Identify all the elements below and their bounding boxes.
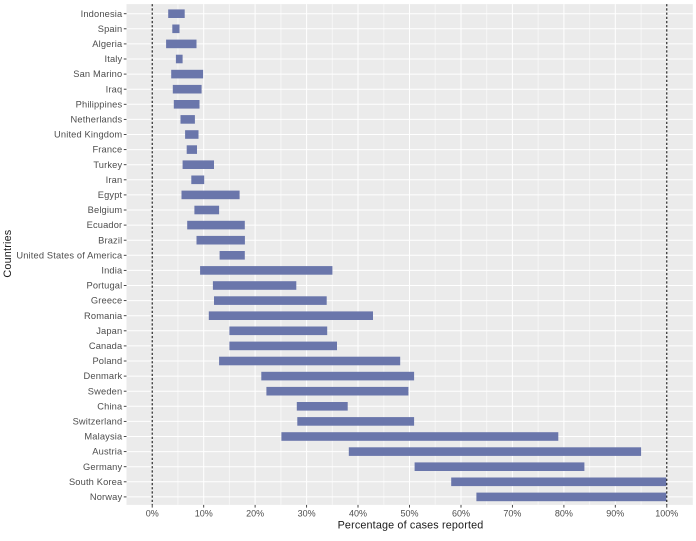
svg-text:Poland: Poland	[92, 356, 122, 366]
svg-text:Indonesia: Indonesia	[81, 9, 123, 19]
svg-text:Egypt: Egypt	[98, 190, 123, 200]
svg-text:40%: 40%	[349, 508, 367, 518]
svg-text:Ecuador: Ecuador	[87, 220, 123, 230]
svg-text:Austria: Austria	[92, 447, 123, 457]
svg-text:Switzerland: Switzerland	[73, 417, 123, 427]
svg-text:Sweden: Sweden	[88, 386, 123, 396]
svg-text:Algeria: Algeria	[92, 39, 123, 49]
svg-text:Portugal: Portugal	[86, 281, 122, 291]
svg-text:Iran: Iran	[106, 175, 123, 185]
svg-text:10%: 10%	[195, 508, 213, 518]
svg-text:0%: 0%	[146, 508, 159, 518]
svg-text:Brazil: Brazil	[98, 235, 122, 245]
svg-text:Belgium: Belgium	[88, 205, 123, 215]
svg-text:Malaysia: Malaysia	[84, 432, 123, 442]
svg-text:Canada: Canada	[89, 341, 123, 351]
svg-text:India: India	[101, 266, 123, 276]
svg-text:Greece: Greece	[91, 296, 122, 306]
svg-text:Spain: Spain	[98, 24, 123, 34]
svg-text:San Marino: San Marino	[73, 69, 122, 79]
svg-text:South Korea: South Korea	[69, 477, 123, 487]
svg-text:Japan: Japan	[96, 326, 122, 336]
svg-text:France: France	[92, 145, 122, 155]
svg-text:Philippines: Philippines	[76, 99, 123, 109]
svg-text:Netherlands: Netherlands	[71, 115, 123, 125]
svg-text:80%: 80%	[555, 508, 573, 518]
svg-text:50%: 50%	[400, 508, 418, 518]
svg-text:Italy: Italy	[104, 54, 122, 64]
svg-text:Romania: Romania	[84, 311, 123, 321]
svg-text:70%: 70%	[503, 508, 521, 518]
svg-text:60%: 60%	[452, 508, 470, 518]
svg-text:Countries: Countries	[2, 229, 14, 277]
svg-text:Turkey: Turkey	[93, 160, 122, 170]
svg-text:90%: 90%	[606, 508, 624, 518]
svg-text:United Kingdom: United Kingdom	[54, 130, 122, 140]
svg-text:Norway: Norway	[90, 492, 123, 502]
svg-text:100%: 100%	[655, 508, 678, 518]
svg-text:Percentage of cases reported: Percentage of cases reported	[338, 520, 484, 532]
svg-text:China: China	[97, 401, 123, 411]
svg-text:Germany: Germany	[83, 462, 122, 472]
svg-text:United States of America: United States of America	[16, 250, 123, 260]
svg-text:Iraq: Iraq	[106, 84, 123, 94]
svg-text:30%: 30%	[298, 508, 316, 518]
svg-text:20%: 20%	[246, 508, 264, 518]
svg-text:Denmark: Denmark	[84, 371, 123, 381]
